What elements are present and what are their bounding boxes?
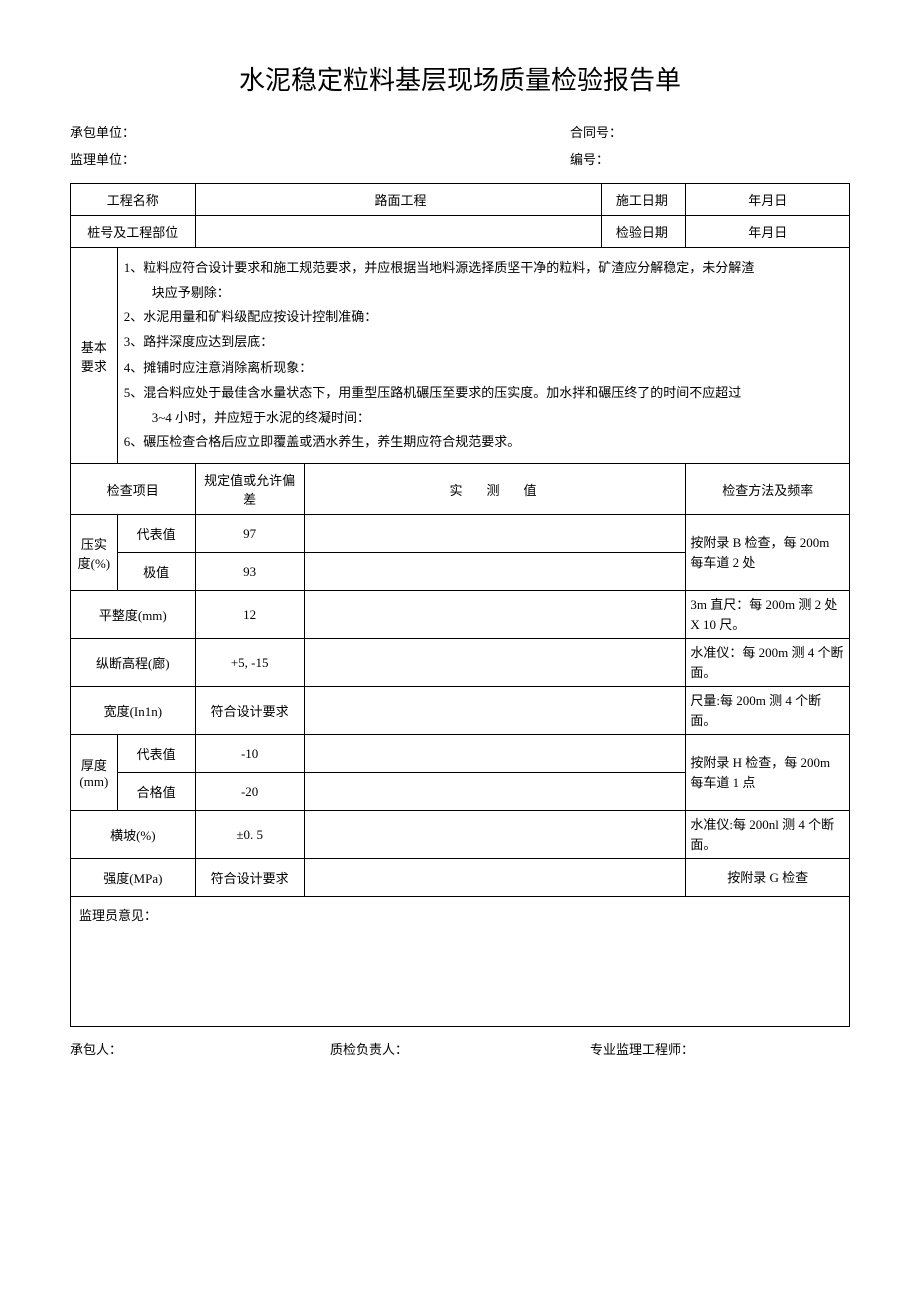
page-title: 水泥稳定粒料基层现场质量检验报告单 <box>70 60 850 97</box>
station-label: 桩号及工程部位 <box>71 216 196 248</box>
thickness-rep-measured <box>304 735 686 773</box>
opinion-cell: 监理员意见： <box>71 897 850 1027</box>
method-header: 检查方法及频率 <box>686 464 850 515</box>
table-header-row: 检查项目 规定值或允许偏差 实测值 检查方法及频率 <box>71 464 850 515</box>
thickness-method: 按附录 H 检查，每 200m 每车道 1 点 <box>686 735 850 811</box>
requirements-label: 基本要求 <box>71 248 118 464</box>
table-row: 工程名称 路面工程 施工日期 年月日 <box>71 184 850 216</box>
thickness-rep-row: 厚度(mm) 代表值 -10 按附录 H 检查，每 200m 每车道 1 点 <box>71 735 850 773</box>
strength-row: 强度(MPa) 符合设计要求 按附录 G 检查 <box>71 859 850 897</box>
width-method: 尺量:每 200m 测 4 个断面。 <box>686 687 850 735</box>
width-label: 宽度(In1n) <box>71 687 196 735</box>
header-row-2: 监理单位： 编号： <box>70 149 850 168</box>
flatness-measured <box>304 591 686 639</box>
check-item-header: 检查项目 <box>71 464 196 515</box>
elevation-value: +5, -15 <box>195 639 304 687</box>
compaction-label: 压实度(%) <box>71 515 118 591</box>
slope-row: 横坡(%) ±0. 5 水准仪:每 200nl 测 4 个断面。 <box>71 811 850 859</box>
slope-label: 横坡(%) <box>71 811 196 859</box>
thickness-pass-label: 合格值 <box>117 773 195 811</box>
thickness-pass-measured <box>304 773 686 811</box>
header-row-1: 承包单位： 合同号： <box>70 122 850 141</box>
elevation-method: 水准仪：每 200m 测 4 个断面。 <box>686 639 850 687</box>
elevation-label: 纵断高程(廊) <box>71 639 196 687</box>
project-name-value: 路面工程 施工日期 <box>195 184 686 216</box>
footer-qc: 质检负责人： <box>330 1039 590 1058</box>
footer-engineer: 专业监理工程师： <box>590 1039 850 1058</box>
station-value: 检验日期 <box>195 216 686 248</box>
thickness-rep-value: -10 <box>195 735 304 773</box>
footer-contractor: 承包人： <box>70 1039 330 1058</box>
spec-value-header: 规定值或允许偏差 <box>195 464 304 515</box>
width-row: 宽度(In1n) 符合设计要求 尺量:每 200m 测 4 个断面。 <box>71 687 850 735</box>
strength-label: 强度(MPa) <box>71 859 196 897</box>
thickness-pass-value: -20 <box>195 773 304 811</box>
elevation-row: 纵断高程(廊) +5, -15 水准仪：每 200m 测 4 个断面。 <box>71 639 850 687</box>
table-row: 桩号及工程部位 检验日期 年月日 <box>71 216 850 248</box>
flatness-label: 平整度(mm) <box>71 591 196 639</box>
inspection-table: 工程名称 路面工程 施工日期 年月日 桩号及工程部位 检验日期 年月日 基本要求… <box>70 183 850 1027</box>
opinion-row: 监理员意见： <box>71 897 850 1027</box>
strength-measured <box>304 859 686 897</box>
compaction-rep-label: 代表值 <box>117 515 195 553</box>
compaction-rep-row: 压实度(%) 代表值 97 按附录 B 检查，每 200m 每车道 2 处 <box>71 515 850 553</box>
compaction-limit-value: 93 <box>195 553 304 591</box>
measured-header: 实测值 <box>304 464 686 515</box>
inspection-date-value: 年月日 <box>686 216 850 248</box>
flatness-value: 12 <box>195 591 304 639</box>
flatness-method: 3m 直尺：每 200m 测 2 处 X 10 尺。 <box>686 591 850 639</box>
flatness-row: 平整度(mm) 12 3m 直尺：每 200m 测 2 处 X 10 尺。 <box>71 591 850 639</box>
strength-method: 按附录 G 检查 <box>686 859 850 897</box>
requirements-content: 1、粒料应符合设计要求和施工规范要求，并应根据当地料源选择质坚干净的粒料，矿渣应… <box>117 248 849 464</box>
requirements-row: 基本要求 1、粒料应符合设计要求和施工规范要求，并应根据当地料源选择质坚干净的粒… <box>71 248 850 464</box>
thickness-label: 厚度(mm) <box>71 735 118 811</box>
compaction-limit-label: 极值 <box>117 553 195 591</box>
compaction-limit-measured <box>304 553 686 591</box>
footer-row: 承包人： 质检负责人： 专业监理工程师： <box>70 1039 850 1058</box>
slope-measured <box>304 811 686 859</box>
slope-value: ±0. 5 <box>195 811 304 859</box>
slope-method: 水准仪:每 200nl 测 4 个断面。 <box>686 811 850 859</box>
construction-date-value: 年月日 <box>686 184 850 216</box>
project-name-label: 工程名称 <box>71 184 196 216</box>
compaction-method: 按附录 B 检查，每 200m 每车道 2 处 <box>686 515 850 591</box>
strength-value: 符合设计要求 <box>195 859 304 897</box>
width-value: 符合设计要求 <box>195 687 304 735</box>
serial-no-label: 编号： <box>570 149 850 168</box>
contractor-label: 承包单位： <box>70 122 570 141</box>
contract-no-label: 合同号： <box>570 122 850 141</box>
compaction-rep-value: 97 <box>195 515 304 553</box>
compaction-rep-measured <box>304 515 686 553</box>
supervisor-label: 监理单位： <box>70 149 570 168</box>
thickness-rep-label: 代表值 <box>117 735 195 773</box>
elevation-measured <box>304 639 686 687</box>
width-measured <box>304 687 686 735</box>
